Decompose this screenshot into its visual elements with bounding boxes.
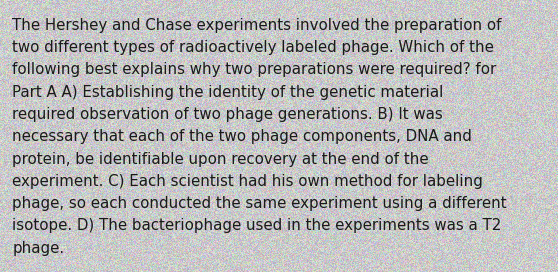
Text: required observation of two phage generations. B) It was: required observation of two phage genera… bbox=[12, 107, 443, 122]
Text: isotope. D) The bacteriophage used in the experiments was a T2: isotope. D) The bacteriophage used in th… bbox=[12, 218, 502, 233]
Text: protein, be identifiable upon recovery at the end of the: protein, be identifiable upon recovery a… bbox=[12, 152, 429, 166]
Text: experiment. C) Each scientist had his own method for labeling: experiment. C) Each scientist had his ow… bbox=[12, 174, 483, 189]
Text: two different types of radioactively labeled phage. Which of the: two different types of radioactively lab… bbox=[12, 40, 494, 55]
Text: necessary that each of the two phage components, DNA and: necessary that each of the two phage com… bbox=[12, 129, 472, 144]
Text: phage, so each conducted the same experiment using a different: phage, so each conducted the same experi… bbox=[12, 196, 507, 211]
Text: phage.: phage. bbox=[12, 241, 64, 256]
Text: The Hershey and Chase experiments involved the preparation of: The Hershey and Chase experiments involv… bbox=[12, 18, 502, 33]
Text: Part A A) Establishing the identity of the genetic material: Part A A) Establishing the identity of t… bbox=[12, 85, 444, 100]
Text: following best explains why two preparations were required? for: following best explains why two preparat… bbox=[12, 62, 497, 77]
